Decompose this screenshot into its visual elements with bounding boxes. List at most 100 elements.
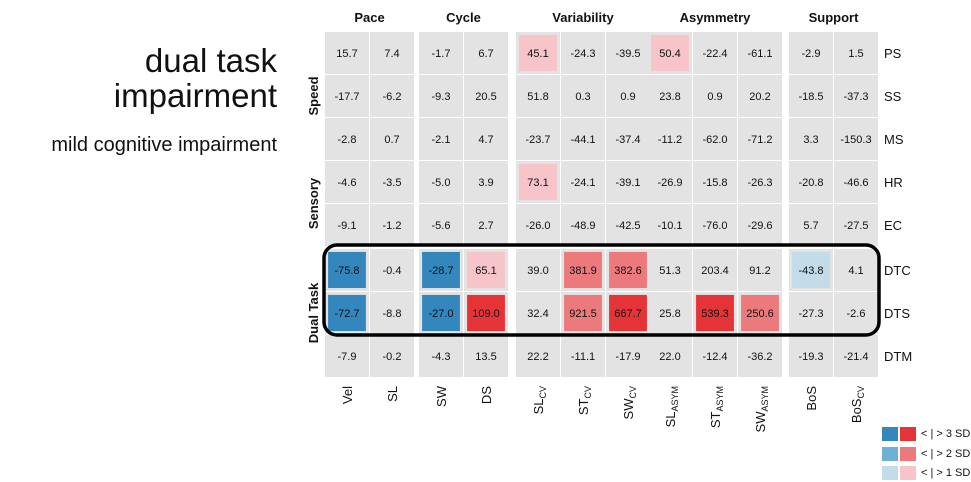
cell-value: 4.1 (848, 265, 863, 277)
heatmap-cell: -27.3 (789, 292, 833, 334)
cell-value: 667.7 (614, 308, 642, 320)
cell-background (789, 161, 833, 203)
heatmap-cell: 39.0 (516, 249, 560, 291)
heatmap-cell: -26.3 (738, 161, 782, 203)
heatmap-cell: 23.8 (648, 75, 692, 117)
cell-background (561, 75, 605, 117)
cell-background (325, 75, 369, 117)
cell-value: 73.1 (527, 177, 548, 189)
cell-background (464, 161, 508, 203)
cell-value: -27.0 (428, 308, 453, 320)
cell-value: -26.0 (525, 220, 550, 232)
heatmap-cell: -44.1 (561, 118, 605, 160)
heatmap-cell: 20.2 (738, 75, 782, 117)
cell-background (834, 161, 878, 203)
column-group-label: Pace (354, 10, 384, 25)
cell-value: -24.3 (570, 48, 595, 60)
cell-value: 381.9 (569, 265, 597, 277)
cell-background (325, 118, 369, 160)
cell-background (606, 335, 650, 377)
cell-value: 22.0 (659, 351, 680, 363)
cell-value: -11.2 (658, 134, 682, 146)
heatmap-cell: -9.3 (419, 75, 463, 117)
cell-fill (651, 34, 689, 72)
heatmap-cell: 6.7 (464, 32, 508, 74)
cell-background (834, 204, 878, 246)
cell-background (789, 335, 833, 377)
legend-swatch-pos2 (900, 447, 916, 461)
cell-value: -27.5 (843, 220, 868, 232)
legend-swatch-pos3 (900, 427, 916, 441)
heatmap-cell: 73.1 (516, 161, 560, 203)
heatmap-cell: -2.8 (325, 118, 369, 160)
cell-value: 51.3 (659, 265, 680, 277)
cell-value: 25.8 (659, 308, 680, 320)
heatmap-cell: 539.3 (693, 292, 737, 334)
heatmap-cell: -48.9 (561, 204, 605, 246)
cell-background (693, 249, 737, 291)
heatmap-cell: -17.9 (606, 335, 650, 377)
cell-background (789, 118, 833, 160)
cell-fill (519, 34, 557, 72)
cell-value: 4.7 (478, 134, 493, 146)
cell-fill (564, 294, 602, 332)
heatmap-cell: 50.4 (648, 32, 692, 74)
cell-value: -3.5 (383, 177, 402, 189)
cell-background (561, 204, 605, 246)
row-group-label: Speed (306, 76, 321, 115)
cell-background (738, 335, 782, 377)
heatmap-cell: -11.1 (561, 335, 605, 377)
cell-background (516, 204, 560, 246)
cell-value: 2.7 (478, 220, 493, 232)
heatmap-cell: -27.5 (834, 204, 878, 246)
heatmap-cell: -24.3 (561, 32, 605, 74)
heatmap-cell: 20.5 (464, 75, 508, 117)
legend-label-2sd: < | > 2 SD (921, 448, 971, 460)
heatmap-cell: 22.2 (516, 335, 560, 377)
cell-value: 203.4 (701, 265, 729, 277)
heatmap-cell: -42.5 (606, 204, 650, 246)
cell-background (516, 249, 560, 291)
cell-background (606, 118, 650, 160)
row-label: MS (884, 132, 904, 147)
cell-background (738, 161, 782, 203)
cell-value: 20.2 (749, 91, 770, 103)
cell-background (606, 75, 650, 117)
chart-title-line1: dual task (144, 42, 277, 79)
column-group-label: Variability (552, 10, 614, 25)
cell-value: 45.1 (527, 48, 548, 60)
heatmap-cell: 382.6 (606, 249, 650, 291)
cell-background (738, 32, 782, 74)
cell-value: -75.8 (334, 265, 359, 277)
cell-value: 5.7 (803, 220, 818, 232)
heatmap-cell: 65.1 (464, 249, 508, 291)
heatmap-cell: -18.5 (789, 75, 833, 117)
chart-title-line2: impairment (113, 77, 277, 114)
heatmap-cell: 91.2 (738, 249, 782, 291)
cell-value: -2.9 (802, 48, 821, 60)
heatmap-cell: 7.4 (370, 32, 414, 74)
heatmap-cell: 1.5 (834, 32, 878, 74)
cell-value: -28.7 (428, 265, 453, 277)
cell-background (419, 118, 463, 160)
cell-value: 32.4 (527, 308, 548, 320)
column-label: SW (434, 385, 449, 407)
legend-swatch-neg2 (882, 447, 898, 461)
heatmap-cell: -0.4 (370, 249, 414, 291)
heatmap-cell: -71.2 (738, 118, 782, 160)
cell-fill (328, 294, 366, 332)
heatmap-cell: -11.2 (648, 118, 692, 160)
heatmap-cell: -6.2 (370, 75, 414, 117)
cell-background (693, 204, 737, 246)
cell-fill (609, 251, 647, 289)
cell-value: -10.1 (657, 220, 682, 232)
cell-value: -1.7 (432, 48, 451, 60)
heatmap-cell: -36.2 (738, 335, 782, 377)
row-group-label: Sensory (306, 177, 321, 229)
cell-value: 39.0 (527, 265, 548, 277)
cell-value: -71.2 (747, 134, 772, 146)
cell-value: -2.6 (847, 308, 866, 320)
cell-value: -43.8 (798, 265, 823, 277)
cell-fill (422, 251, 460, 289)
cell-value: -24.1 (570, 177, 595, 189)
